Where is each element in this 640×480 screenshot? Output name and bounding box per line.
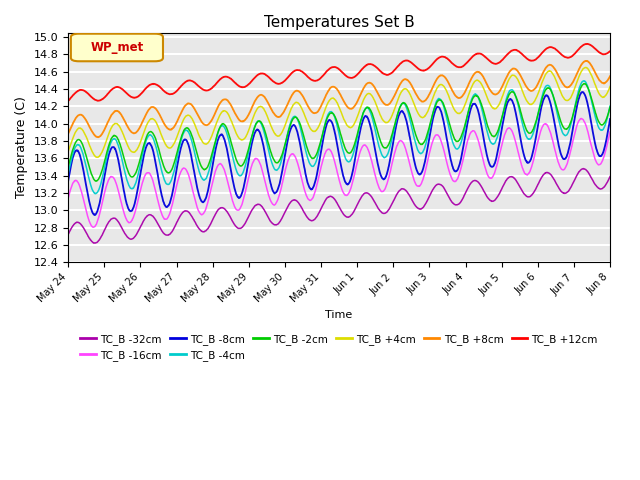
Y-axis label: Temperature (C): Temperature (C): [15, 96, 28, 198]
Text: WP_met: WP_met: [90, 41, 143, 54]
FancyBboxPatch shape: [71, 34, 163, 61]
Legend: TC_B -32cm, TC_B -16cm, TC_B -8cm, TC_B -4cm, TC_B -2cm, TC_B +4cm, TC_B +8cm, T: TC_B -32cm, TC_B -16cm, TC_B -8cm, TC_B …: [76, 329, 602, 365]
Title: Temperatures Set B: Temperatures Set B: [264, 15, 415, 30]
X-axis label: Time: Time: [326, 310, 353, 320]
